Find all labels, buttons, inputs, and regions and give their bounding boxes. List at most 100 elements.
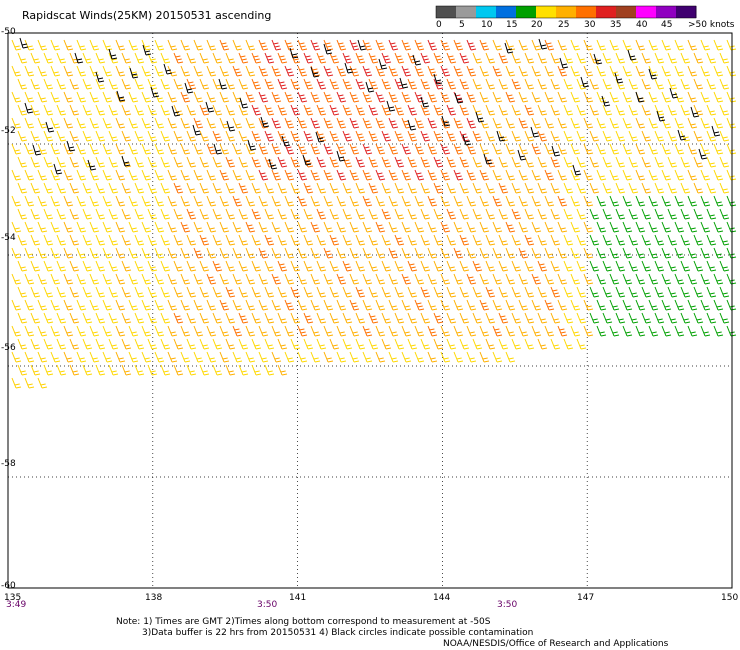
wind-barb — [661, 325, 672, 337]
wind-barb — [76, 247, 87, 259]
wind-barb — [589, 156, 600, 168]
wind-barb — [596, 221, 607, 233]
wind-barb — [388, 91, 399, 103]
wind-barb — [17, 52, 28, 64]
wind-barb — [336, 169, 347, 181]
wind-barb — [121, 338, 132, 350]
wind-barb — [303, 208, 314, 220]
wind-barb — [82, 364, 93, 376]
x-tick-label: 141 — [289, 593, 307, 603]
wind-barb — [602, 182, 613, 194]
wind-barb — [349, 169, 360, 181]
wind-barb — [713, 325, 724, 337]
time-label: 3:49 — [6, 600, 27, 610]
wind-barb — [50, 273, 61, 285]
x-tick-label: 150 — [721, 593, 739, 603]
wind-barb — [336, 273, 347, 285]
wind-barb — [37, 39, 48, 51]
wind-barb — [238, 78, 249, 90]
wind-barb — [30, 78, 41, 90]
wind-barb — [524, 234, 535, 246]
wind-barb — [329, 286, 340, 298]
wind-barb — [329, 312, 340, 324]
wind-barb — [102, 91, 113, 103]
wind-barb — [290, 130, 301, 142]
wind-barb-flagged — [475, 111, 485, 123]
wind-barb — [323, 299, 334, 311]
wind-barb — [303, 260, 314, 272]
wind-barb — [30, 208, 41, 220]
wind-barb — [414, 143, 425, 155]
wind-barb — [128, 221, 139, 233]
wind-barb — [297, 117, 308, 129]
wind-barb-flagged — [24, 102, 34, 114]
wind-barb — [342, 52, 353, 64]
wind-barb — [693, 182, 704, 194]
wind-barb — [43, 260, 54, 272]
wind-barb — [570, 221, 581, 233]
wind-barb — [485, 208, 496, 220]
wind-barb — [95, 52, 106, 64]
wind-barb — [108, 338, 119, 350]
wind-barb — [355, 234, 366, 246]
wind-barb — [628, 312, 639, 324]
wind-barb — [472, 260, 483, 272]
wind-barb — [479, 195, 490, 207]
wind-barb — [245, 299, 256, 311]
wind-barb — [115, 221, 126, 233]
wind-barb — [43, 104, 54, 116]
wind-barb — [154, 195, 165, 207]
wind-barb — [596, 39, 607, 51]
wind-barb — [11, 325, 22, 337]
wind-barb — [102, 325, 113, 337]
wind-barb — [641, 234, 652, 246]
wind-barb — [271, 299, 282, 311]
wind-barb — [206, 169, 217, 181]
wind-barb — [251, 182, 262, 194]
wind-barb — [310, 195, 321, 207]
wind-barb — [108, 286, 119, 298]
wind-barb — [24, 299, 35, 311]
wind-barb — [706, 182, 717, 194]
wind-barb — [115, 39, 126, 51]
wind-barb — [173, 156, 184, 168]
wind-barb — [368, 104, 379, 116]
wind-barb — [472, 286, 483, 298]
wind-barb — [622, 91, 633, 103]
wind-barb — [674, 195, 685, 207]
wind-barb — [336, 117, 347, 129]
wind-barb — [687, 247, 698, 259]
wind-barb — [492, 65, 503, 77]
wind-barb — [570, 39, 581, 51]
wind-barb — [362, 117, 373, 129]
wind-barb — [329, 104, 340, 116]
wind-barb — [271, 169, 282, 181]
wind-barb — [654, 182, 665, 194]
wind-barb — [316, 182, 327, 194]
wind-barb — [609, 195, 620, 207]
wind-barb — [225, 286, 236, 298]
wind-barb — [108, 130, 119, 142]
wind-barb — [466, 117, 477, 129]
wind-barb — [674, 221, 685, 233]
wind-barb — [50, 39, 61, 51]
wind-barb — [427, 273, 438, 285]
wind-barb — [466, 299, 477, 311]
wind-barb — [641, 182, 652, 194]
wind-barb — [238, 312, 249, 324]
wind-barb — [232, 351, 243, 363]
wind-barb — [563, 182, 574, 194]
wind-barb — [414, 221, 425, 233]
wind-barb — [420, 234, 431, 246]
wind-barb — [537, 182, 548, 194]
wind-barb — [180, 117, 191, 129]
wind-barb — [310, 117, 321, 129]
wind-barb — [147, 286, 158, 298]
wind-barb — [557, 299, 568, 311]
wind-barb — [329, 52, 340, 64]
wind-barb — [700, 169, 711, 181]
wind-barb — [433, 338, 444, 350]
wind-barb — [30, 312, 41, 324]
wind-barb — [485, 260, 496, 272]
wind-barb — [206, 91, 217, 103]
